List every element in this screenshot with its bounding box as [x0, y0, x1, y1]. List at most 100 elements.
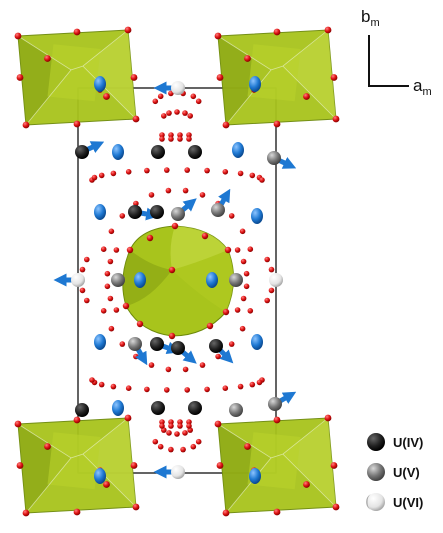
- polyhedron-bottom-right: [214, 414, 340, 517]
- spin-arrow-icon: [249, 468, 261, 484]
- legend-item-u6: U(VI): [366, 493, 423, 511]
- oxygen-atom-icon: [168, 136, 174, 142]
- oxygen-atom-icon: [144, 167, 150, 174]
- oxygen-atom-icon: [130, 74, 138, 81]
- oxygen-atom-icon: [182, 110, 188, 116]
- oxygen-atom-icon: [126, 246, 134, 254]
- oxygen-atom-icon: [91, 174, 98, 181]
- oxygen-atom-icon: [330, 74, 338, 81]
- oxygen-atom-icon: [239, 228, 246, 235]
- uranium-atom-icon: [171, 465, 185, 479]
- oxygen-atom-icon: [224, 246, 232, 254]
- oxygen-atom-icon: [256, 379, 263, 386]
- oxygen-atom-icon: [249, 172, 256, 179]
- oxygen-atom-icon: [44, 443, 51, 450]
- oxygen-atom-icon: [184, 167, 190, 173]
- axis-label-b: bm: [361, 7, 380, 29]
- oxygen-atom-icon: [240, 258, 247, 265]
- oxygen-atom-icon: [177, 136, 183, 142]
- polyhedron-top-right: [214, 26, 340, 129]
- oxygen-atom-icon: [195, 438, 202, 445]
- oxygen-atom-icon: [184, 387, 190, 393]
- oxygen-atom-icon: [73, 28, 81, 36]
- oxygen-atom-icon: [216, 462, 224, 469]
- spin-arrow-icon: [206, 272, 218, 288]
- legend-item-u4: U(IV): [367, 433, 423, 451]
- uranium-atom: [188, 401, 202, 415]
- oxygen-atom-icon: [100, 308, 107, 314]
- oxygen-atom-icon: [136, 320, 144, 328]
- oxygen-atom-icon: [215, 353, 221, 360]
- uranium-atom: [269, 273, 283, 287]
- oxygen-atom-icon: [113, 247, 120, 253]
- oxygen-atom-icon: [110, 383, 117, 390]
- legend-label-u6: U(VI): [393, 495, 423, 510]
- oxygen-atom-icon: [125, 385, 132, 392]
- uranium-atom-icon: [75, 145, 89, 159]
- oxygen-atom-icon: [124, 26, 132, 34]
- oxygen-atom-icon: [186, 132, 192, 138]
- oxygen-atom-icon: [222, 509, 230, 517]
- oxygen-atom-icon: [144, 386, 150, 393]
- oxygen-atom-icon: [222, 121, 230, 129]
- oxygen-atom-icon: [174, 431, 180, 437]
- oxygen-atom-icon: [159, 419, 165, 425]
- uranium-atom-icon: [269, 273, 283, 287]
- uranium-atom-icon: [268, 397, 282, 411]
- oxygen-atom-icon: [79, 287, 86, 294]
- uranium-atom: [128, 205, 160, 221]
- oxygen-atom-icon: [247, 246, 254, 252]
- oxygen-atom-icon: [244, 443, 251, 450]
- oxygen-atom-icon: [103, 93, 110, 100]
- oxygen-atom-icon: [164, 167, 170, 173]
- oxygen-atom-icon: [268, 266, 275, 273]
- spin-arrow-icon: [232, 142, 244, 158]
- oxygen-atom-icon: [84, 297, 90, 304]
- oxygen-atom-icon: [104, 270, 111, 277]
- uranium-atom: [150, 205, 164, 219]
- axis-label-a: am: [413, 76, 432, 98]
- uranium-atom: [151, 145, 165, 159]
- uranium-atom-icon: [171, 81, 185, 95]
- uranium-atom-icon: [171, 207, 185, 221]
- oxygen-atom-icon: [107, 295, 114, 302]
- polyhedron-bottom-left: [14, 414, 140, 517]
- uranium-atom: [111, 273, 125, 287]
- oxygen-atom-icon: [273, 416, 281, 424]
- uranium-atom-icon: [211, 203, 225, 217]
- oxygen-atom-icon: [148, 192, 155, 198]
- oxygen-atom-icon: [119, 341, 126, 347]
- uranium-atom: [75, 403, 89, 417]
- uranium-atom: [209, 339, 234, 364]
- legend-item-u5: U(V): [367, 463, 420, 481]
- uranium-atom-icon: [71, 273, 85, 287]
- oxygen-atom-icon: [247, 308, 254, 314]
- oxygen-atom-icon: [264, 297, 271, 304]
- oxygen-atom-icon: [237, 170, 244, 177]
- oxygen-atom-icon: [182, 366, 189, 373]
- oxygen-atom-icon: [182, 187, 189, 194]
- oxygen-atom-icon: [132, 115, 140, 123]
- oxygen-atom-icon: [157, 93, 164, 100]
- oxygen-atom-icon: [98, 381, 105, 388]
- uranium-atom-icon: [229, 403, 243, 417]
- oxygen-atom-icon: [303, 93, 310, 100]
- oxygen-atom-icon: [264, 256, 271, 263]
- oxygen-atom-icon: [237, 383, 244, 390]
- uranium-atom: [53, 273, 85, 287]
- oxygen-atom-icon: [222, 385, 229, 392]
- oxygen-atom-icon: [108, 325, 115, 332]
- spin-arrow-icon: [94, 76, 106, 92]
- oxygen-atom-icon: [273, 508, 281, 516]
- oxygen-atom-icon: [168, 266, 176, 274]
- oxygen-atom-icon: [174, 109, 180, 115]
- oxygen-atom-icon: [166, 430, 172, 436]
- oxygen-atom-icon: [199, 362, 206, 368]
- oxygen-atom-icon: [324, 26, 332, 34]
- oxygen-atom-icon: [73, 416, 81, 424]
- oxygen-atom-icon: [124, 414, 132, 422]
- oxygen-atom-icon: [16, 74, 24, 81]
- oxygen-atom-icon: [204, 386, 210, 393]
- oxygen-atom-icon: [268, 287, 275, 294]
